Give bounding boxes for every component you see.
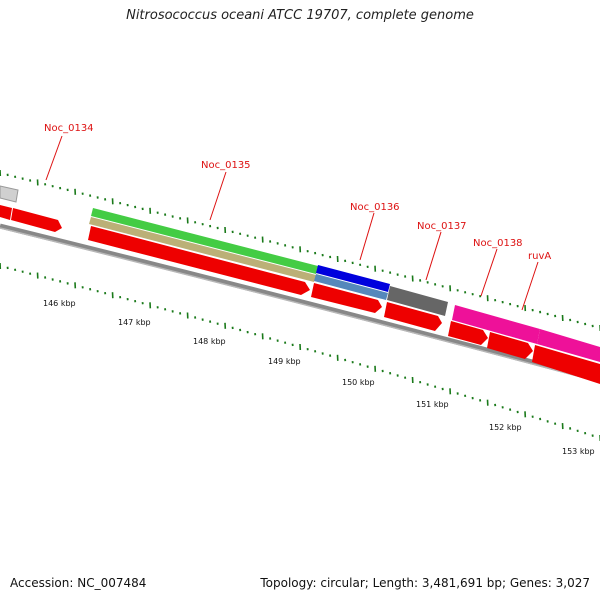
gene-label-noc-0137: Noc_0137 <box>417 221 467 232</box>
feature-darkgray-noc-0137 <box>387 286 448 316</box>
features-cds-track <box>0 205 600 384</box>
feature-blue-noc-0136 <box>316 265 390 292</box>
gene-labels: Noc_0134 Noc_0135 Noc_0136 Noc_0137 Noc_… <box>44 123 551 262</box>
feature-pink-ruva <box>537 329 600 362</box>
accession-text: Accession: NC_007484 <box>10 576 147 590</box>
cds-arrow <box>0 205 12 220</box>
feature-tan-noc-0135 <box>89 217 316 282</box>
scale-label: 152 kbp <box>489 423 522 432</box>
feature-green-noc-0135 <box>91 208 318 274</box>
scale-label: 153 kbp <box>562 447 595 456</box>
cds-arrow <box>532 345 600 384</box>
feature-pink-noc-0138 <box>452 305 540 344</box>
cds-arrow <box>11 208 62 232</box>
cds-arrow <box>487 332 533 359</box>
genome-summary-text: Topology: circular; Length: 3,481,691 bp… <box>260 576 590 590</box>
cds-arrow <box>448 321 488 345</box>
cds-arrow <box>88 226 310 295</box>
scale-labels: 146 kbp 147 kbp 148 kbp 149 kbp 150 kbp … <box>43 299 595 456</box>
gene-leader-lines <box>45 135 539 311</box>
gene-label-ruva: ruvA <box>528 251 551 262</box>
feature-steelblue-noc-0136 <box>314 274 388 300</box>
gene-label-noc-0138: Noc_0138 <box>473 238 523 249</box>
feature-gray <box>0 185 19 203</box>
scale-label: 149 kbp <box>268 357 301 366</box>
backbone <box>0 223 600 383</box>
outer-tick-track <box>0 169 600 332</box>
scale-label: 146 kbp <box>43 299 76 308</box>
map-title: Nitrosococcus oceani ATCC 19707, complet… <box>126 8 474 23</box>
gene-label-noc-0135: Noc_0135 <box>201 160 251 171</box>
scale-label: 151 kbp <box>416 400 449 409</box>
cds-arrow <box>311 283 382 313</box>
scale-label: 148 kbp <box>193 337 226 346</box>
cds-arrow <box>384 302 442 331</box>
features-outer-track <box>0 185 600 362</box>
scale-label: 147 kbp <box>118 318 151 327</box>
gene-label-noc-0134: Noc_0134 <box>44 123 94 134</box>
gene-label-noc-0136: Noc_0136 <box>350 202 400 213</box>
scale-label: 150 kbp <box>342 378 375 387</box>
inner-tick-track <box>0 262 600 442</box>
